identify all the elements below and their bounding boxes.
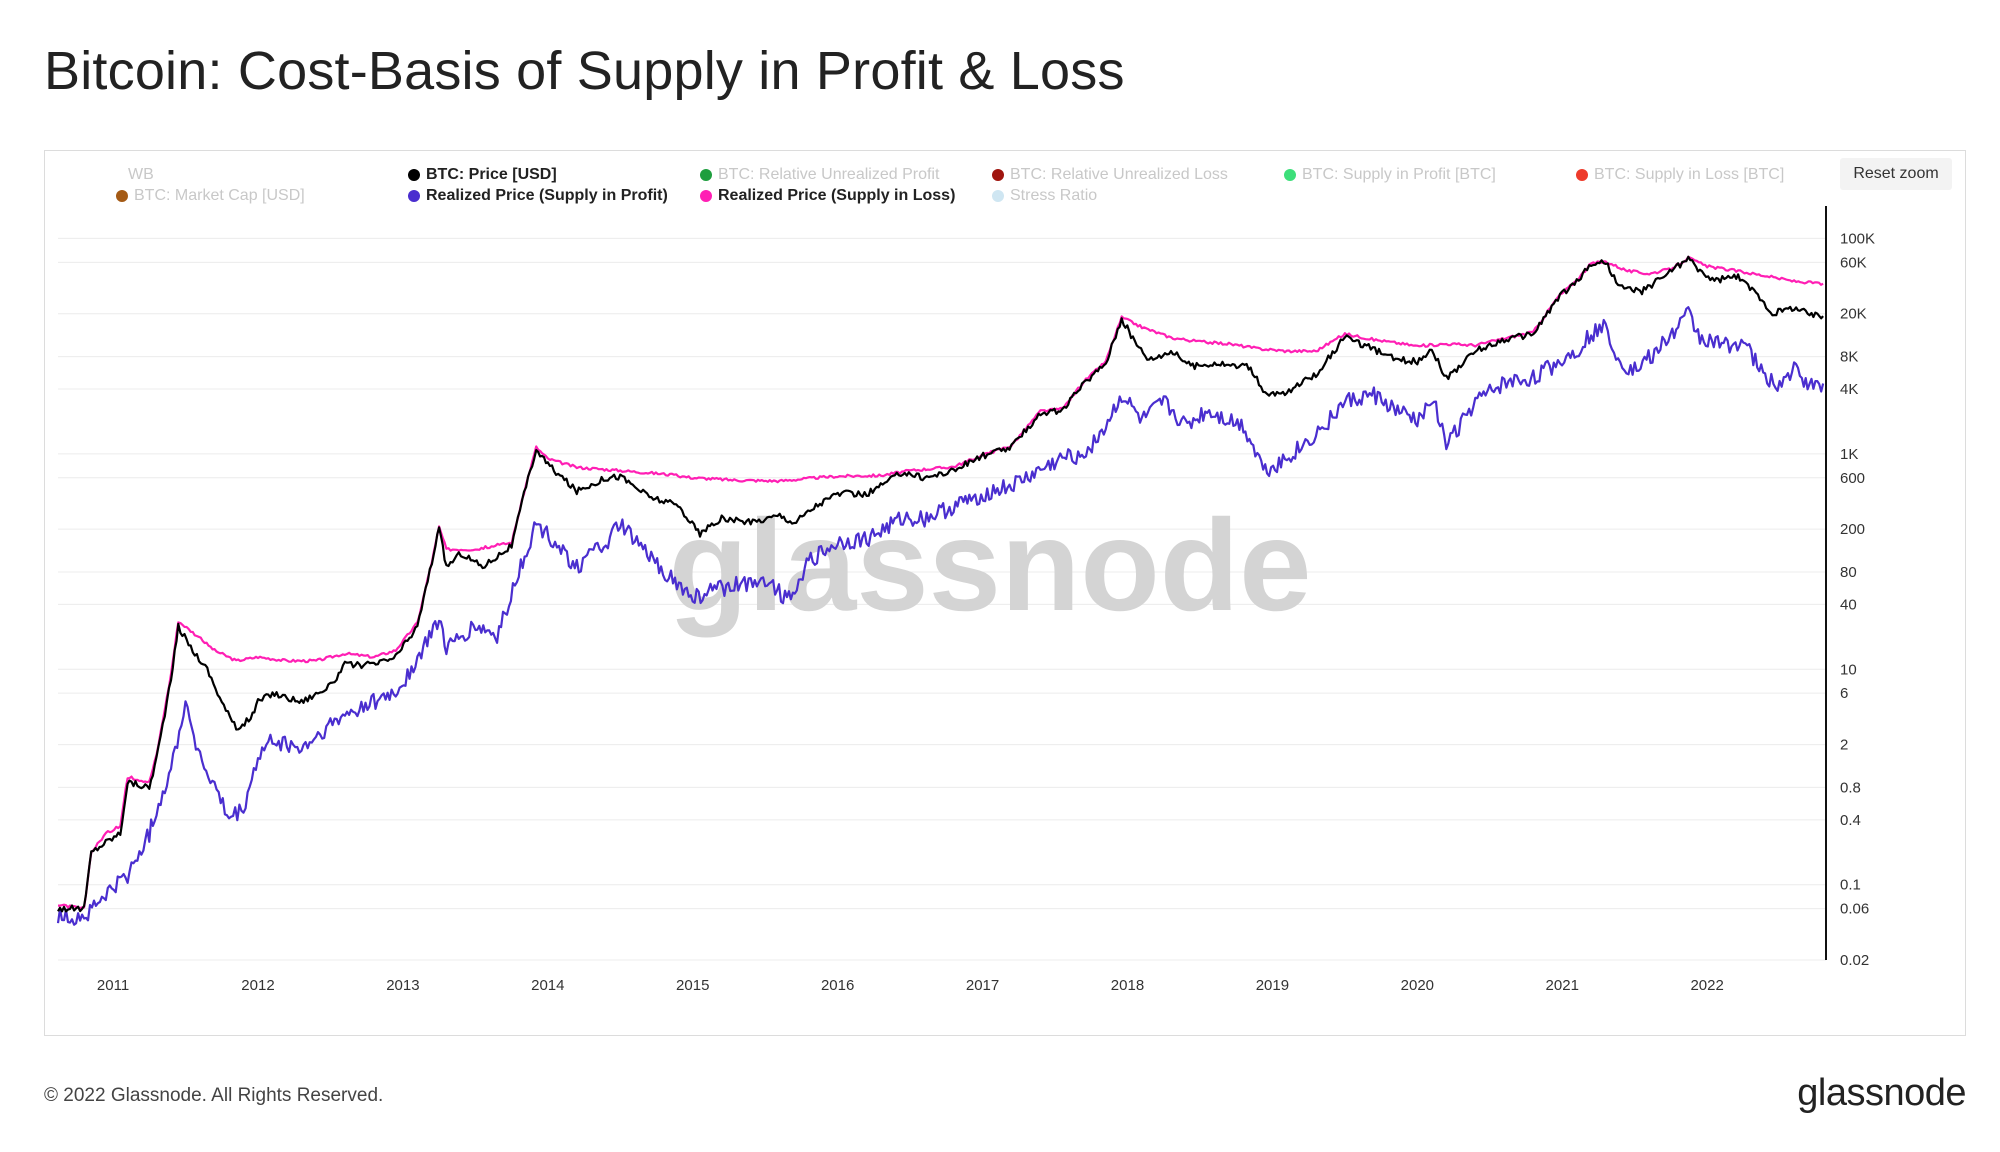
legend-item-market-cap[interactable]: BTC: Market Cap [USD] [116, 187, 305, 205]
x-tick-label: 2017 [966, 977, 999, 994]
y-tick-label: 60K [1840, 254, 1867, 271]
y-tick-label: 1K [1840, 446, 1858, 463]
y-tick-label: 6 [1840, 685, 1848, 702]
legend-item-relative-unrealized-profit[interactable]: BTC: Relative Unrealized Profit [700, 166, 939, 184]
series-layer [56, 255, 1825, 926]
y-tick-label: 600 [1840, 470, 1865, 487]
y-tick-label: 4K [1840, 381, 1858, 398]
brand-logo: glassnode [1797, 1072, 1966, 1114]
y-tick-label: 0.1 [1840, 877, 1861, 894]
legend-dot-icon [700, 169, 712, 181]
legend-label: BTC: Supply in Profit [BTC] [1302, 166, 1496, 183]
x-tick-label: 2018 [1111, 977, 1144, 994]
legend-item-stress-ratio[interactable]: Stress Ratio [992, 187, 1097, 205]
x-tick-label: 2021 [1546, 977, 1579, 994]
legend-dot-icon [992, 169, 1004, 181]
y-tick-label: 80 [1840, 564, 1857, 581]
y-tick-label: 20K [1840, 306, 1867, 323]
legend-dot-icon [408, 190, 420, 202]
legend-label: BTC: Market Cap [USD] [134, 187, 305, 204]
y-tick-label: 0.4 [1840, 812, 1861, 829]
watermark-text: glassnode [669, 492, 1312, 638]
chart-legend: WB BTC: Price [USD] BTC: Relative Unreal… [110, 166, 1830, 210]
legend-item-realized-price-profit[interactable]: Realized Price (Supply in Profit) [408, 187, 668, 205]
y-tick-label: 2 [1840, 737, 1848, 754]
legend-label: BTC: Relative Unrealized Profit [718, 166, 940, 183]
x-tick-label: 2020 [1401, 977, 1434, 994]
legend-label: Stress Ratio [1010, 187, 1098, 204]
reset-zoom-button[interactable]: Reset zoom [1840, 158, 1952, 190]
x-tick-label: 2014 [531, 977, 564, 994]
legend-dot-icon [1284, 169, 1296, 181]
legend-dot-icon [700, 190, 712, 202]
series-line-btc-price-usd[interactable] [57, 255, 1824, 913]
y-tick-label: 8K [1840, 349, 1858, 366]
x-tick-label: 2015 [676, 977, 709, 994]
page-title: Bitcoin: Cost-Basis of Supply in Profit … [44, 41, 1125, 101]
legend-dot-icon [992, 190, 1004, 202]
legend-label: Realized Price (Supply in Loss) [718, 187, 956, 204]
y-tick-label: 100K [1840, 230, 1875, 247]
legend-item-wb[interactable]: WB [110, 166, 154, 184]
chart-frame [44, 150, 1966, 1036]
x-tick-label: 2013 [386, 977, 419, 994]
y-axis-ticks: 100K 60K 20K 8K 4K 1K 600 200 80 40 10 6 2 0.8 0.4 0.1 0… [1840, 230, 1875, 969]
legend-dot-icon [408, 169, 420, 181]
gridlines [58, 237, 1826, 961]
legend-label: Realized Price (Supply in Profit) [426, 187, 668, 204]
legend-item-realized-price-loss[interactable]: Realized Price (Supply in Loss) [700, 187, 955, 205]
y-tick-label: 40 [1840, 596, 1857, 613]
legend-item-relative-unrealized-loss[interactable]: BTC: Relative Unrealized Loss [992, 166, 1228, 184]
legend-item-btc-price[interactable]: BTC: Price [USD] [408, 166, 557, 184]
legend-label: BTC: Price [USD] [426, 166, 557, 183]
x-tick-label: 2011 [97, 977, 129, 994]
y-tick-label: 0.8 [1840, 779, 1861, 796]
legend-label: BTC: Relative Unrealized Loss [1010, 166, 1228, 183]
x-tick-label: 2012 [241, 977, 274, 994]
series-line-realized-price-supply-in-profit[interactable] [56, 306, 1825, 926]
legend-dot-icon [1576, 169, 1588, 181]
x-tick-label: 2019 [1256, 977, 1289, 994]
x-tick-label: 2022 [1690, 977, 1723, 994]
y-tick-label: 0.06 [1840, 901, 1869, 918]
legend-label: BTC: Supply in Loss [BTC] [1594, 166, 1785, 183]
x-tick-label: 2016 [821, 977, 854, 994]
y-tick-label: 0.02 [1840, 952, 1869, 969]
y-tick-label: 10 [1840, 661, 1857, 678]
legend-label: WB [128, 166, 154, 183]
legend-dot-icon [116, 190, 128, 202]
copyright-text: © 2022 Glassnode. All Rights Reserved. [44, 1085, 384, 1106]
legend-item-supply-in-profit[interactable]: BTC: Supply in Profit [BTC] [1284, 166, 1496, 184]
y-tick-label: 200 [1840, 521, 1865, 538]
x-axis-ticks: 2011 2012 2013 2014 2015 2016 2017 2018 2019 2020… [97, 977, 1724, 994]
legend-item-supply-in-loss[interactable]: BTC: Supply in Loss [BTC] [1576, 166, 1784, 184]
